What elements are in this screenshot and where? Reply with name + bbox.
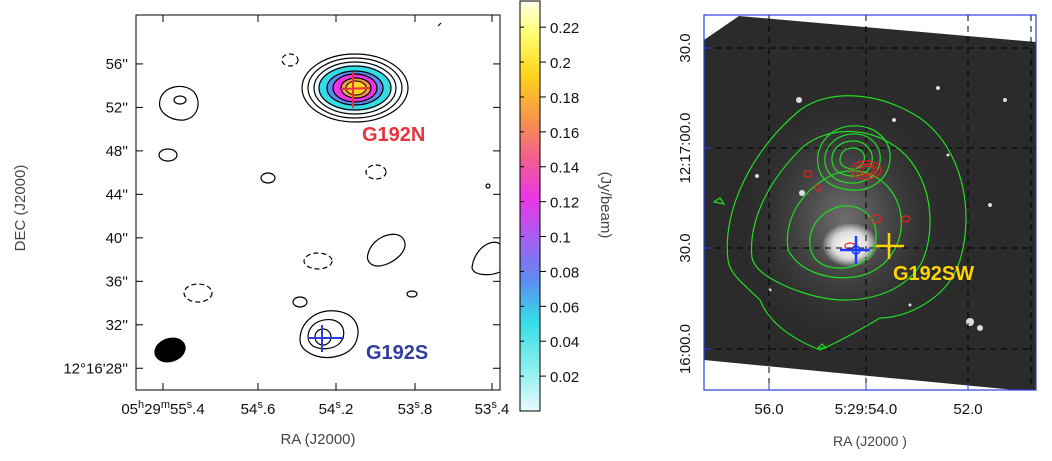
source-label-g192s: G192S bbox=[366, 342, 428, 364]
left-y-tick-label: 32'' bbox=[106, 317, 129, 334]
left-y-ticks: 56'' 52'' 48'' 44'' 40'' 36'' 32'' 12°16'28'' bbox=[63, 56, 500, 377]
right-y-tick-label: 30.0 bbox=[677, 33, 694, 62]
colorbar-tick-label: 0.1 bbox=[550, 230, 571, 247]
left-y-axis-title: DEC (J2000) bbox=[12, 165, 29, 252]
left-y-tick-label: 40'' bbox=[106, 230, 129, 247]
colorbar-tick-label: 0.04 bbox=[550, 334, 579, 351]
left-panel-contour-map: 05h29m55s.4 54s.6 54s.2 53s.8 53s.4 56'' 52''… bbox=[12, 0, 614, 448]
colorbar-tick-label: 0.08 bbox=[550, 264, 579, 281]
right-panel-image-overlay: 56.0 5:29:54.0 52.0 30.0 12:17:00.0 30.0 16:0… bbox=[677, 14, 1037, 449]
right-y-tick-label: 30.0 bbox=[677, 233, 694, 262]
right-x-ticks: 56.0 5:29:54.0 52.0 bbox=[754, 383, 983, 418]
colorbar-tick-label: 0.12 bbox=[550, 195, 579, 212]
g192s-marker bbox=[840, 236, 870, 264]
right-x-axis-title: RA (J2000 ) bbox=[833, 433, 907, 449]
g192n-contours bbox=[301, 53, 409, 123]
left-y-tick-label: 48'' bbox=[106, 143, 129, 160]
colorbar-tick-label: 0.02 bbox=[550, 369, 579, 386]
left-x-axis-title: RA (J2000) bbox=[280, 431, 355, 448]
left-plot-area bbox=[154, 22, 500, 363]
left-x-tick-label: 53s.8 bbox=[398, 399, 433, 418]
colorbar-tick-label: 0.2 bbox=[550, 55, 571, 72]
left-x-tick-label: 54s.2 bbox=[319, 399, 354, 418]
colorbar-tick-label: 0.22 bbox=[550, 20, 579, 37]
left-y-tick-label: 52'' bbox=[106, 99, 129, 116]
left-plot-frame bbox=[135, 14, 501, 391]
left-y-tick-label: 36'' bbox=[106, 273, 129, 290]
colorbar-ticks: 0.22 0.2 0.18 0.16 0.14 0.12 0.1 0.08 0.06 0.04 0.… bbox=[520, 20, 579, 386]
left-x-ticks: 05h29m55s.4 54s.6 54s.2 53s.8 53s.4 bbox=[121, 15, 509, 418]
left-x-tick-label: 54s.6 bbox=[241, 399, 276, 418]
g192s-contours bbox=[299, 310, 359, 359]
colorbar bbox=[519, 0, 541, 412]
right-y-tick-label: 12:17:00.0 bbox=[677, 113, 694, 184]
colorbar-tick-label: 0.16 bbox=[550, 125, 579, 142]
colorbar-tick-label: 0.14 bbox=[550, 160, 579, 177]
source-label-g192sw: G192SW bbox=[893, 263, 974, 285]
right-y-tick-label: 16:00.0 bbox=[677, 324, 694, 374]
colorbar-tick-label: 0.06 bbox=[550, 299, 579, 316]
colorbar-label: (Jy/beam) bbox=[597, 172, 614, 239]
beam-ellipse bbox=[154, 337, 186, 363]
left-y-tick-label: 44'' bbox=[106, 186, 129, 203]
noise-contours bbox=[158, 22, 500, 308]
coordinate-grid bbox=[704, 15, 1036, 390]
right-x-tick-label: 5:29:54.0 bbox=[835, 401, 898, 418]
left-x-tick-label: 53s.4 bbox=[475, 399, 510, 418]
right-x-tick-label: 52.0 bbox=[953, 401, 982, 418]
left-y-tick-label: 12°16'28'' bbox=[63, 360, 128, 377]
right-x-tick-label: 56.0 bbox=[754, 401, 783, 418]
right-plot-frame bbox=[703, 14, 1037, 391]
source-label-g192n: G192N bbox=[362, 124, 425, 146]
colorbar-tick-label: 0.18 bbox=[550, 90, 579, 107]
g192sw-marker bbox=[876, 233, 904, 259]
left-x-tick-label: 05h29m55s.4 bbox=[121, 399, 204, 418]
right-y-ticks: 30.0 12:17:00.0 30.0 16:00.0 bbox=[677, 33, 711, 374]
left-y-tick-label: 56'' bbox=[106, 56, 129, 73]
